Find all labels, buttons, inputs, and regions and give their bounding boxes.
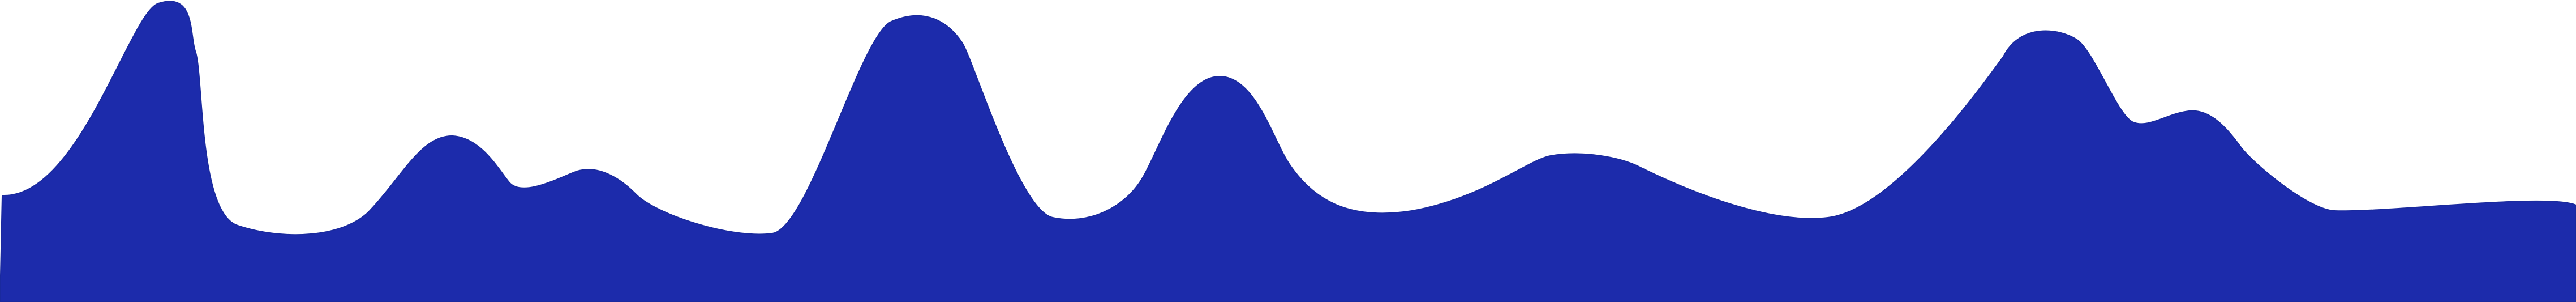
wave-graphic (0, 1, 2576, 302)
wave-canvas (0, 0, 2576, 302)
wave-silhouette (0, 1, 2576, 302)
